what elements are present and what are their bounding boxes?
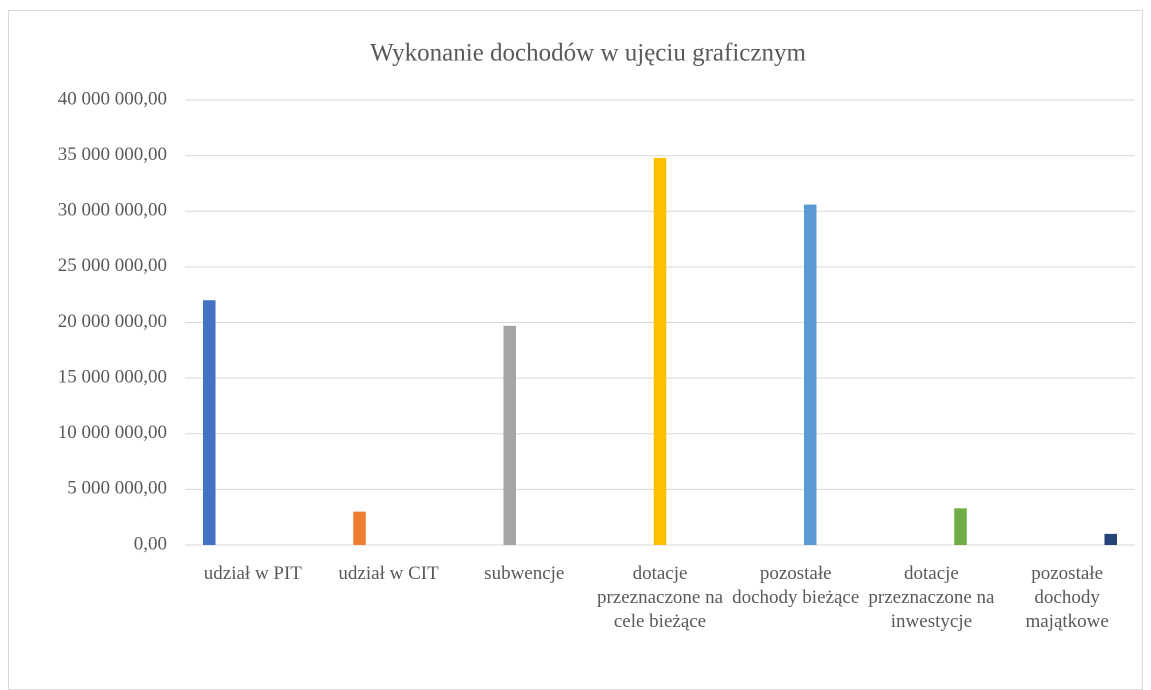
bar <box>1104 533 1117 545</box>
chart-title: Wykonanie dochodów w ujęciu graficznym <box>370 40 806 67</box>
y-tick-label: 20 000 000,00 <box>58 311 167 332</box>
x-tick-label: udział w PIT <box>203 563 302 584</box>
bar <box>503 325 517 545</box>
y-tick-label: 35 000 000,00 <box>58 144 167 165</box>
bar <box>353 511 366 545</box>
y-tick-label: 0,00 <box>134 533 167 554</box>
bar <box>653 157 667 545</box>
bar <box>954 508 967 545</box>
x-tick-label: dotacje przeznaczone na inwestycje <box>868 563 995 632</box>
bar <box>203 300 216 545</box>
y-tick-label: 10 000 000,00 <box>58 422 167 443</box>
x-tick-label: udział w CIT <box>338 563 439 584</box>
x-tick-label: dotacje przeznaczone na cele bieżące <box>596 563 724 632</box>
x-tick-label: pozostałe dochody majątkowe <box>1025 563 1109 632</box>
bar <box>803 204 817 545</box>
y-tick-label: 30 000 000,00 <box>58 200 167 221</box>
x-tick-label: pozostałe dochody bieżące <box>732 563 860 608</box>
y-tick-label: 40 000 000,00 <box>58 88 167 109</box>
y-tick-label: 25 000 000,00 <box>58 255 167 276</box>
y-tick-label: 15 000 000,00 <box>58 366 167 387</box>
y-tick-label: 5 000 000,00 <box>67 478 167 499</box>
x-tick-label: subwencje <box>484 563 565 584</box>
